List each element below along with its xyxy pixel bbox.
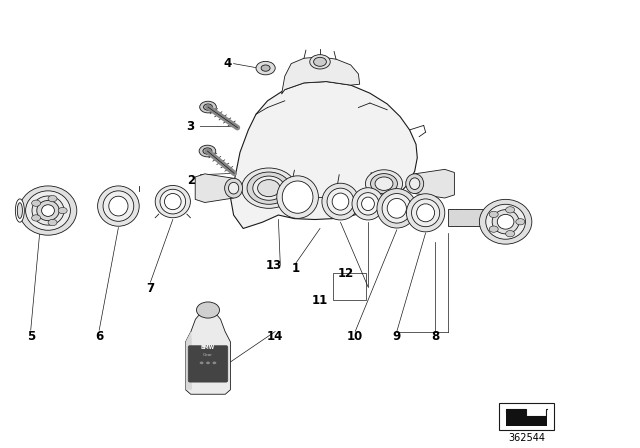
Circle shape — [506, 207, 515, 213]
Ellipse shape — [412, 199, 440, 227]
Polygon shape — [186, 314, 230, 394]
Ellipse shape — [410, 178, 420, 190]
Ellipse shape — [352, 188, 384, 220]
Text: 362544: 362544 — [508, 433, 545, 443]
Circle shape — [58, 207, 67, 214]
Ellipse shape — [17, 202, 22, 219]
Ellipse shape — [253, 176, 285, 200]
Circle shape — [48, 195, 57, 202]
Ellipse shape — [42, 205, 54, 216]
Ellipse shape — [382, 194, 412, 223]
Text: 8: 8 — [431, 330, 439, 344]
Bar — [499, 403, 554, 430]
Circle shape — [199, 145, 216, 157]
Bar — [333, 273, 366, 300]
Circle shape — [314, 57, 326, 66]
Text: 12: 12 — [338, 267, 354, 280]
Ellipse shape — [375, 177, 393, 190]
Text: 1: 1 — [292, 262, 300, 276]
Ellipse shape — [15, 199, 24, 222]
Ellipse shape — [332, 193, 349, 210]
Text: 2: 2 — [187, 173, 195, 187]
Text: Gear: Gear — [203, 353, 213, 357]
Ellipse shape — [282, 181, 313, 213]
Text: 13: 13 — [266, 258, 282, 272]
Circle shape — [261, 65, 270, 71]
Ellipse shape — [357, 193, 379, 215]
Text: 4: 4 — [223, 57, 231, 70]
Ellipse shape — [247, 172, 291, 204]
Ellipse shape — [486, 204, 525, 239]
Circle shape — [200, 101, 216, 113]
Ellipse shape — [160, 189, 186, 214]
Polygon shape — [230, 82, 417, 228]
Circle shape — [256, 61, 275, 75]
Ellipse shape — [242, 168, 296, 208]
Circle shape — [204, 104, 212, 110]
Ellipse shape — [377, 189, 417, 228]
Circle shape — [206, 362, 210, 364]
Circle shape — [516, 219, 525, 225]
Text: 10: 10 — [347, 330, 364, 344]
Text: 6: 6 — [95, 330, 103, 344]
Circle shape — [489, 226, 498, 232]
Ellipse shape — [258, 180, 280, 197]
Ellipse shape — [26, 191, 70, 230]
Circle shape — [310, 55, 330, 69]
Text: 5: 5 — [27, 330, 35, 344]
Ellipse shape — [479, 199, 532, 244]
Circle shape — [200, 362, 204, 364]
Text: BMW: BMW — [201, 345, 215, 350]
Circle shape — [196, 302, 220, 318]
Ellipse shape — [371, 174, 397, 194]
Ellipse shape — [322, 183, 359, 220]
Ellipse shape — [406, 174, 424, 194]
Ellipse shape — [327, 188, 354, 215]
Circle shape — [489, 211, 498, 218]
Ellipse shape — [225, 178, 243, 198]
Ellipse shape — [362, 197, 374, 211]
Ellipse shape — [109, 196, 128, 216]
Polygon shape — [195, 174, 234, 202]
Text: 3: 3 — [187, 120, 195, 133]
Ellipse shape — [365, 170, 403, 198]
Circle shape — [31, 215, 40, 221]
Ellipse shape — [164, 194, 181, 210]
Ellipse shape — [497, 215, 514, 229]
Ellipse shape — [406, 194, 445, 232]
Text: 7: 7 — [147, 282, 154, 296]
Text: 9: 9 — [393, 330, 401, 344]
Text: 11: 11 — [312, 293, 328, 307]
Ellipse shape — [277, 176, 319, 218]
Circle shape — [48, 220, 57, 226]
Text: 14: 14 — [267, 330, 284, 344]
Ellipse shape — [387, 198, 406, 218]
Ellipse shape — [19, 186, 77, 235]
Ellipse shape — [98, 186, 140, 226]
Polygon shape — [186, 332, 192, 390]
Circle shape — [31, 200, 40, 207]
FancyBboxPatch shape — [188, 345, 228, 382]
Ellipse shape — [492, 210, 519, 234]
Ellipse shape — [156, 185, 191, 218]
Circle shape — [212, 362, 216, 364]
Ellipse shape — [103, 191, 134, 221]
Polygon shape — [506, 409, 547, 426]
Ellipse shape — [228, 182, 239, 194]
Polygon shape — [282, 57, 360, 94]
Polygon shape — [415, 169, 454, 198]
Ellipse shape — [32, 196, 64, 225]
Ellipse shape — [417, 204, 435, 222]
Ellipse shape — [36, 201, 60, 221]
Circle shape — [203, 148, 212, 154]
Circle shape — [506, 231, 515, 237]
Polygon shape — [448, 209, 486, 226]
